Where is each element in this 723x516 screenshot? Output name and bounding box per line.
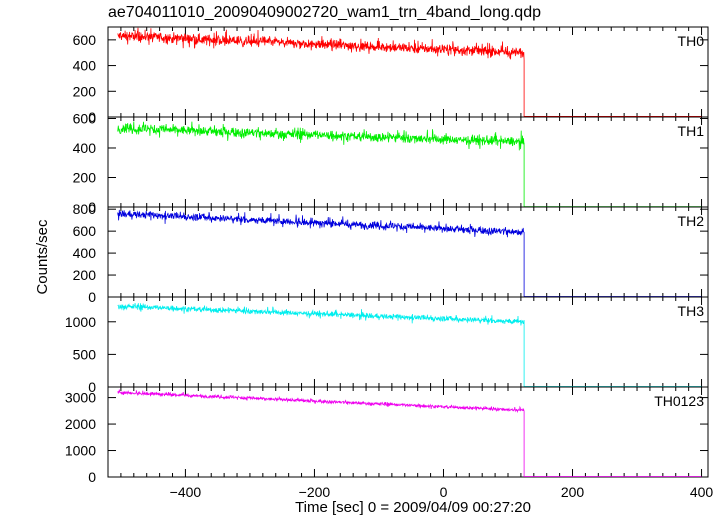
y-tick-label: 0 xyxy=(88,199,96,215)
y-tick-label: 200 xyxy=(73,83,97,99)
x-axis-label: Time [sec] 0 = 2009/04/09 00:27:20 xyxy=(295,499,531,516)
y-tick-label: 0 xyxy=(88,289,96,305)
series-label: TH1 xyxy=(678,123,705,139)
y-tick-label: 400 xyxy=(73,140,97,156)
y-tick-label: 400 xyxy=(73,245,97,261)
series-line-th0123 xyxy=(117,389,702,477)
series-label: TH3 xyxy=(678,303,705,319)
x-tick-label: 200 xyxy=(561,484,585,500)
panel-th2: 0 200 400 600 800 TH2 xyxy=(73,201,709,305)
x-tick-label: −400 xyxy=(170,484,202,500)
y-axis-label: Counts/sec xyxy=(34,219,51,295)
panel-frame xyxy=(107,206,709,298)
y-tick-label: 2000 xyxy=(65,416,96,432)
panel-th0123: 0 1000 2000 3000 TH0123 xyxy=(65,386,709,485)
panel-th0: 0 200 400 600 TH0 xyxy=(73,26,709,125)
x-tick-label: 400 xyxy=(690,484,714,500)
series-label: TH0123 xyxy=(654,393,704,409)
y-tick-label: 0 xyxy=(88,379,96,395)
series-label: TH2 xyxy=(678,213,705,229)
y-tick-label: 200 xyxy=(73,169,97,185)
y-tick-label: 600 xyxy=(73,223,97,239)
chart-title: ae704011010_20090409002720_wam1_trn_4ban… xyxy=(108,4,541,21)
y-tick-label: 1000 xyxy=(65,443,96,459)
y-tick-label: 1000 xyxy=(65,314,96,330)
panel-frame xyxy=(107,386,709,478)
panel-th1: 0 200 400 600 TH1 xyxy=(73,110,709,215)
x-tick-label: −200 xyxy=(299,484,331,500)
y-tick-label: 0 xyxy=(88,469,96,485)
y-tick-label: 600 xyxy=(73,110,97,126)
panel-th3: 0 500 1000 TH3 xyxy=(65,296,709,395)
x-tick-label: 0 xyxy=(440,484,448,500)
y-tick-label: 800 xyxy=(73,201,97,217)
series-line-th2 xyxy=(117,209,702,297)
y-tick-label: 200 xyxy=(73,267,97,283)
y-tick-label: 3000 xyxy=(65,390,96,406)
y-tick-label: 600 xyxy=(73,32,97,48)
series-label: TH0 xyxy=(678,33,705,49)
y-tick-label: 500 xyxy=(73,346,97,362)
series-line-th1 xyxy=(117,121,702,208)
series-line-th0 xyxy=(117,27,702,117)
series-line-th3 xyxy=(117,303,702,387)
y-tick-label: 400 xyxy=(73,58,97,74)
y-tick-label: 0 xyxy=(88,109,96,125)
